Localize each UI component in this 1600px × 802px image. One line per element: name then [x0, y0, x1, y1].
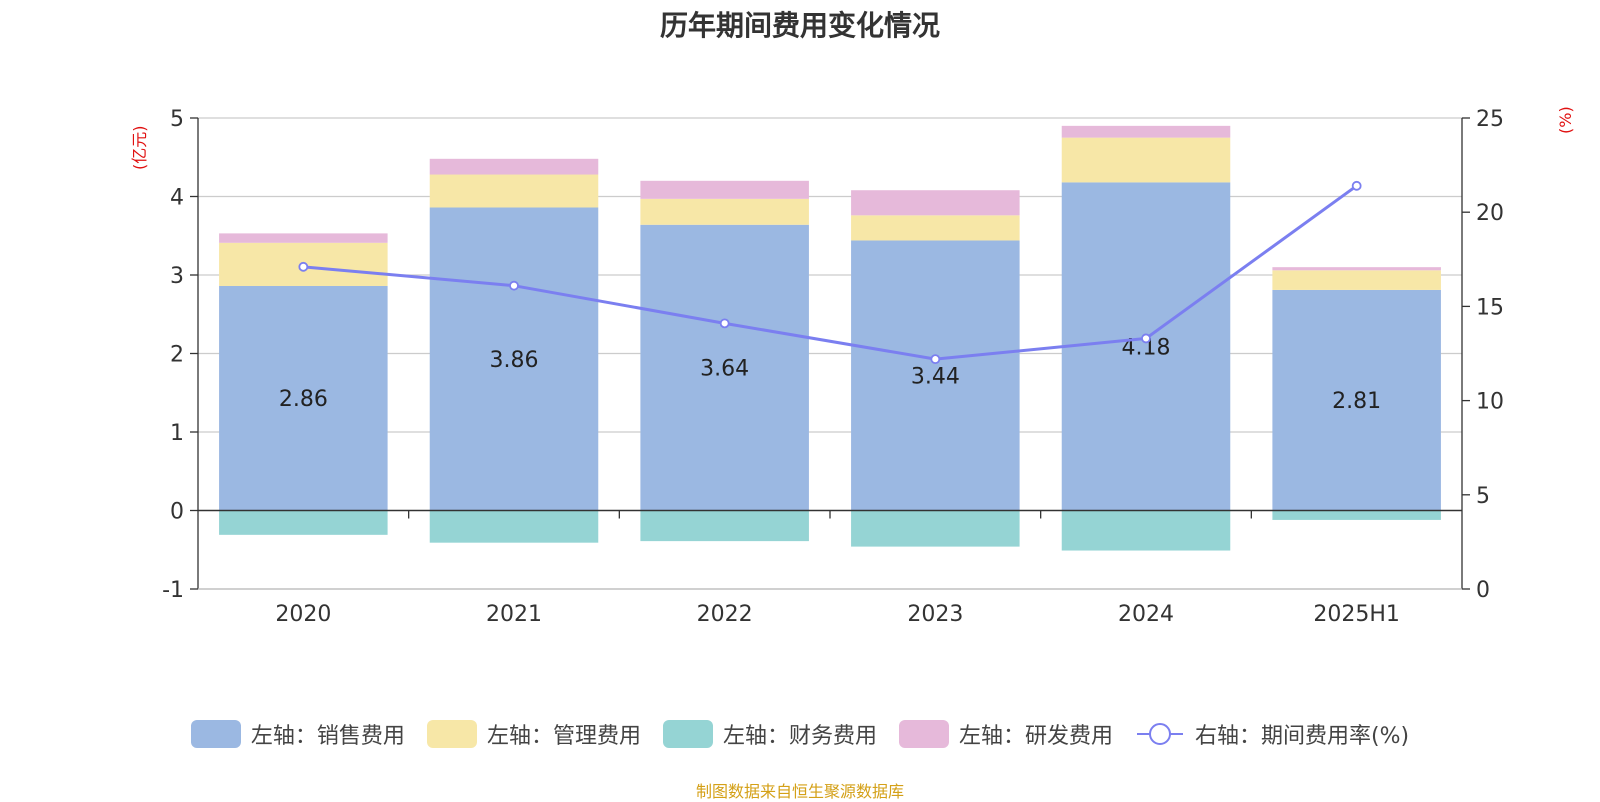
left-tick-label: 4 [170, 186, 184, 211]
bar-segment [851, 215, 1020, 241]
legend-item[interactable]: 左轴：管理费用 [426, 718, 641, 750]
bar-segment [429, 174, 599, 208]
bar-segment [1061, 125, 1231, 138]
legend-swatch [898, 720, 949, 748]
legend-label: 左轴：管理费用 [486, 724, 641, 749]
left-tick-label: 1 [170, 421, 184, 446]
legend-item[interactable]: 左轴：研发费用 [898, 718, 1113, 750]
bar-segment [1272, 289, 1441, 511]
bar-segment [640, 180, 809, 199]
bar-value-label: 3.86 [490, 348, 539, 373]
chart-title: 历年期间费用变化情况 [659, 9, 940, 42]
rate-point [298, 261, 309, 272]
bar-segment [429, 510, 599, 543]
bar-segment [851, 510, 1020, 547]
rate-point [1141, 333, 1151, 344]
bar-segment [429, 158, 599, 175]
x-tick-label: 2020 [275, 602, 331, 627]
right-tick-label: 25 [1476, 107, 1504, 132]
legend-swatch [190, 720, 241, 748]
rate-line [303, 184, 1358, 361]
data-source-note: 制图数据来自恒生聚源数据库 [695, 782, 904, 801]
bar-segment [219, 285, 388, 511]
x-tick-label: 2023 [907, 602, 963, 627]
legend-label: 左轴：研发费用 [958, 724, 1113, 749]
bar-segment [1272, 270, 1441, 290]
right-tick-label: 10 [1476, 390, 1504, 415]
bar-segment [219, 510, 388, 535]
legend-item[interactable]: 右轴：期间费用率(%) [1135, 718, 1409, 750]
right-tick-label: 0 [1476, 578, 1490, 603]
left-tick-label: 5 [170, 107, 184, 132]
x-tick-label: 2024 [1118, 602, 1174, 627]
rate-point [719, 318, 730, 329]
rate-point [1351, 180, 1362, 191]
bar-segment [1061, 182, 1231, 511]
chart-legend: 左轴：销售费用 左轴：管理费用 左轴：财务费用 左轴：研发费用 右轴：期间费用率(%) [0, 718, 1600, 750]
x-tick-label: 2022 [697, 602, 753, 627]
bar-segment [640, 198, 809, 225]
bar-value-label: 2.81 [1332, 389, 1381, 414]
bar-value-label: 3.44 [911, 364, 960, 389]
x-tick-label: 2021 [486, 602, 542, 627]
rate-point [509, 280, 519, 291]
bar-segment [1272, 267, 1441, 271]
bar-segment [219, 233, 388, 243]
left-tick-label: 3 [170, 264, 184, 289]
legend-swatch [662, 720, 713, 748]
bar-segment [1061, 510, 1231, 551]
legend-label: 左轴：销售费用 [250, 724, 405, 749]
bar-segment [851, 240, 1020, 511]
x-tick-label: 2025H1 [1313, 602, 1400, 627]
legend-item[interactable]: 左轴：销售费用 [190, 718, 405, 750]
bar-segment [1061, 137, 1231, 183]
right-tick-label: 20 [1476, 201, 1504, 226]
rate-point [930, 354, 941, 365]
chart-canvas: -1 0 1 2 3 4 5 0 5 10 15 20 25 2020 2021 2022 2023 2024 20… [162, 107, 1504, 627]
bar-segment [640, 510, 809, 542]
legend-label: 右轴：期间费用率(%) [1194, 724, 1410, 749]
right-tick-label: 15 [1476, 295, 1504, 320]
left-tick-label: 0 [170, 500, 184, 525]
bar-segment [640, 224, 809, 511]
bar-segment [429, 207, 599, 511]
bar-segment [1272, 510, 1441, 520]
right-tick-label: 5 [1476, 484, 1490, 509]
legend-item[interactable]: 左轴：财务费用 [662, 718, 877, 750]
left-tick-label: 2 [170, 343, 184, 368]
bar-segment [851, 190, 1020, 216]
legend-swatch [1136, 723, 1183, 745]
left-tick-label: -1 [162, 578, 184, 603]
bar-value-label: 2.86 [279, 387, 328, 412]
bar-value-label: 3.64 [700, 357, 749, 382]
legend-swatch [426, 720, 477, 748]
legend-label: 左轴：财务费用 [722, 724, 877, 749]
